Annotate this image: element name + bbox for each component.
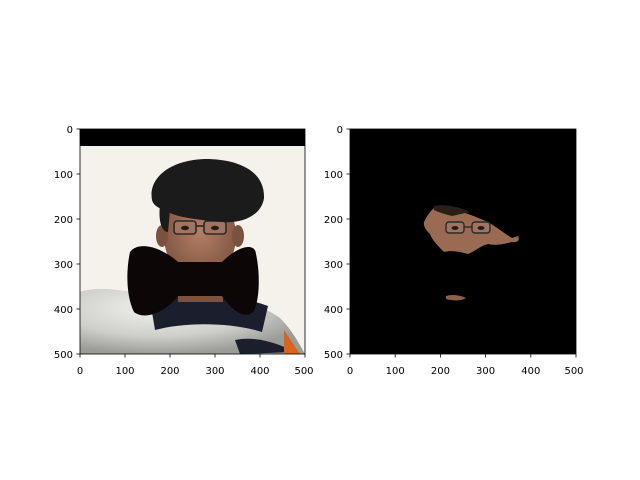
eye-right — [211, 225, 219, 231]
left-x-tick-label: 0 — [77, 366, 83, 377]
right-y-tick-label: 400 — [324, 305, 343, 316]
right-x-tick-label: 400 — [521, 366, 540, 377]
axes-frame-left — [79, 128, 306, 355]
left-x-axis: 0 100 200 300 400 500 — [77, 354, 314, 377]
original-image-panel — [80, 129, 305, 354]
right-y-tick-label: 500 — [324, 350, 343, 361]
left-x-tick-label: 400 — [250, 366, 269, 377]
bow-tie-occlusion — [127, 246, 259, 316]
left-y-tick-label: 100 — [54, 170, 73, 181]
left-y-tick-label: 400 — [54, 305, 73, 316]
eye-left — [181, 225, 189, 231]
left-y-tick-label: 500 — [54, 350, 73, 361]
left-x-tick-label: 500 — [294, 366, 313, 377]
ear-right — [232, 225, 244, 247]
right-x-tick-label: 300 — [476, 366, 495, 377]
right-x-tick-label: 200 — [431, 366, 450, 377]
axes-frame-right — [349, 128, 577, 355]
right-x-tick-label: 100 — [386, 366, 405, 377]
right-y-tick-label: 0 — [337, 125, 343, 136]
masked-eye-left — [451, 226, 459, 230]
sweater-stripe — [235, 338, 295, 354]
masked-eye-right — [477, 226, 485, 230]
left-x-tick-label: 100 — [115, 366, 134, 377]
right-x-tick-label: 500 — [564, 366, 583, 377]
left-y-tick-label: 0 — [67, 125, 73, 136]
right-x-tick-label: 0 — [347, 366, 353, 377]
right-x-axis: 0 100 200 300 400 500 — [347, 354, 584, 377]
right-y-tick-label: 200 — [324, 215, 343, 226]
left-y-axis: 0 100 200 300 400 500 — [54, 125, 80, 361]
masked-image-panel — [350, 129, 576, 354]
face-segment — [423, 206, 519, 254]
right-y-axis: 0 100 200 300 400 500 — [324, 125, 350, 361]
left-y-tick-label: 300 — [54, 260, 73, 271]
hair-edge — [434, 205, 470, 216]
chin-fragment — [446, 294, 466, 301]
left-x-tick-label: 300 — [205, 366, 224, 377]
right-y-tick-label: 300 — [324, 260, 343, 271]
top-black-band — [80, 129, 305, 146]
left-y-tick-label: 200 — [54, 215, 73, 226]
beret — [151, 159, 265, 223]
right-y-tick-label: 100 — [324, 170, 343, 181]
left-x-tick-label: 200 — [160, 366, 179, 377]
hair — [159, 205, 170, 232]
orange-accent — [284, 330, 300, 354]
